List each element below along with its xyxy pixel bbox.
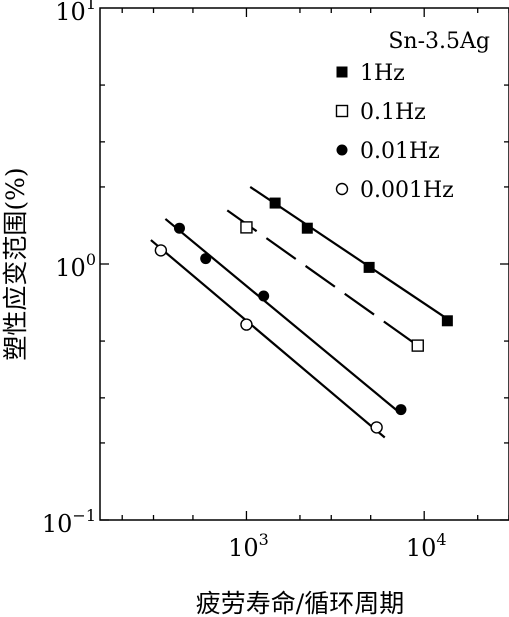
- legend-label: 0.01Hz: [360, 139, 440, 164]
- chart-title: Sn-3.5Ag: [388, 29, 490, 54]
- data-point: [240, 221, 253, 234]
- legend-marker: [335, 182, 349, 196]
- x-tick-label: 103: [228, 530, 269, 562]
- axis-ticks: 10−1 100 101 103 104: [42, 0, 509, 562]
- y-axis-label: 塑性应变范围(%): [1, 167, 30, 360]
- data-point: [441, 315, 453, 327]
- fit-line: [226, 209, 419, 347]
- data-point: [240, 318, 253, 331]
- legend-label: 0.1Hz: [360, 100, 426, 125]
- legend-label: 1Hz: [360, 61, 405, 86]
- legend-marker: [336, 66, 348, 78]
- fit-line: [249, 186, 451, 322]
- data-point: [154, 244, 168, 257]
- y-tick-label: 10−1: [42, 506, 96, 538]
- fit-line: [164, 218, 402, 415]
- fit-lines: [150, 186, 451, 439]
- y-tick-label: 100: [55, 250, 96, 282]
- y-tick-label: 101: [55, 0, 96, 26]
- legend: 1Hz 0.1Hz 0.01Hz 0.001Hz: [335, 61, 454, 203]
- axis-labels: Sn-3.5Ag 疲劳寿命/循环周期 塑性应变范围(%): [1, 29, 490, 617]
- x-tick-label: 104: [406, 530, 447, 562]
- data-point: [258, 290, 270, 302]
- data-points: [154, 197, 453, 434]
- data-point: [269, 197, 281, 209]
- plot-frame: [99, 7, 509, 521]
- data-point: [173, 222, 185, 234]
- fit-line: [150, 239, 386, 439]
- data-point: [411, 339, 424, 352]
- legend-marker: [335, 104, 349, 118]
- data-point: [395, 404, 407, 416]
- legend-marker: [336, 144, 348, 156]
- data-point: [363, 261, 375, 273]
- legend-label: 0.001Hz: [360, 178, 454, 203]
- data-point: [200, 253, 212, 265]
- data-point: [301, 222, 313, 234]
- data-point: [370, 421, 383, 434]
- x-axis-label: 疲劳寿命/循环周期: [196, 589, 404, 617]
